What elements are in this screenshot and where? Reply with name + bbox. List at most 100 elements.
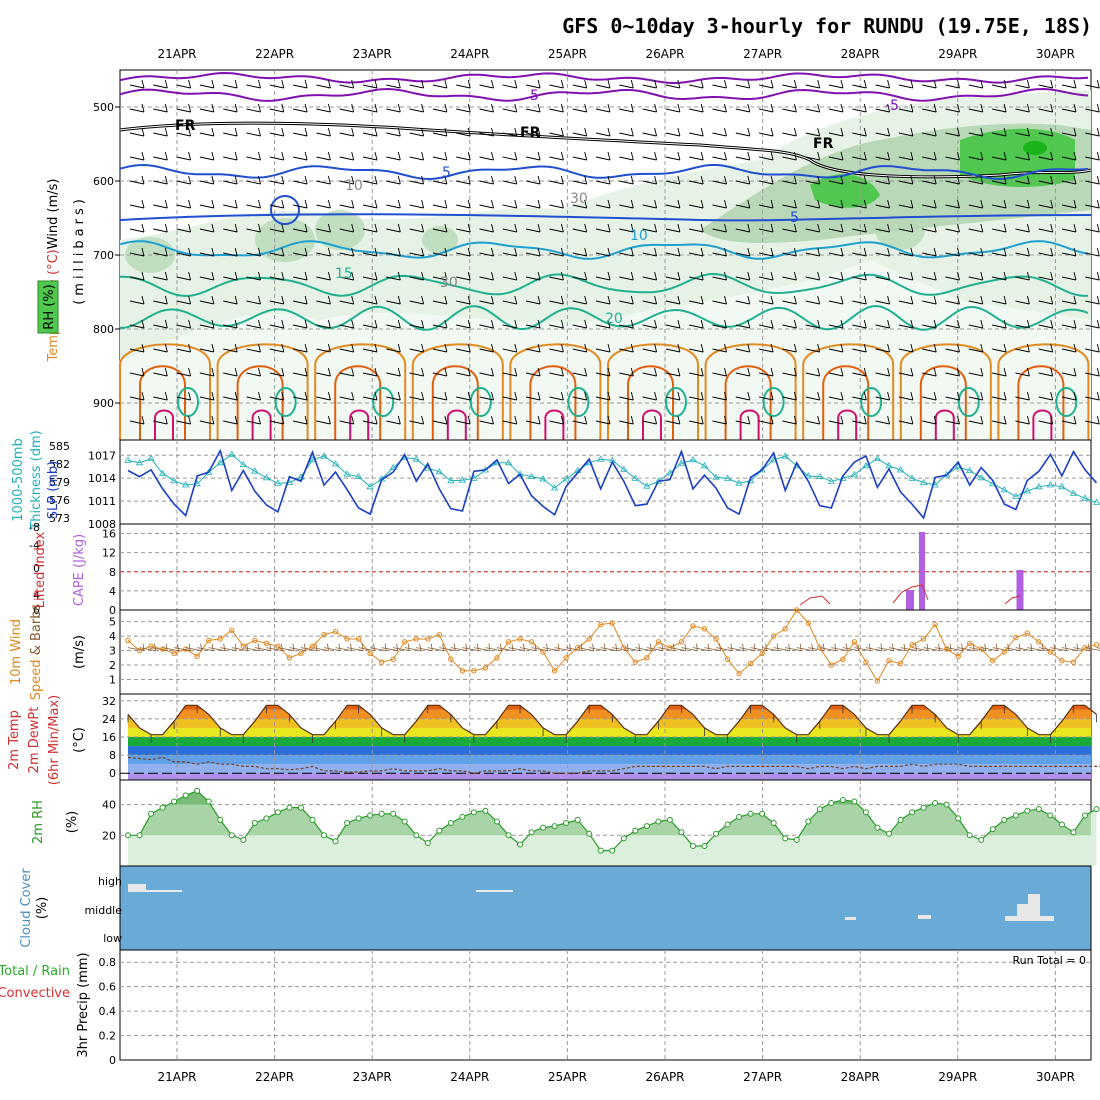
thickness-point <box>804 472 812 479</box>
wind-barb <box>409 271 425 281</box>
wind-speed-point <box>505 639 512 645</box>
wind-speed-point <box>206 637 212 644</box>
wind-barb <box>269 391 285 401</box>
wind-speed-line <box>127 609 1097 682</box>
wind-barb <box>992 319 1007 329</box>
wind-barb <box>1015 199 1030 209</box>
wind-barb <box>665 127 681 137</box>
contour-minus10 <box>119 71 1089 84</box>
wind-barb <box>875 103 891 113</box>
wind-speed-point <box>413 636 419 642</box>
wind-barb <box>199 127 215 137</box>
contour-label: 10 <box>630 228 648 244</box>
li-line <box>799 584 1021 606</box>
wind-barb <box>759 319 774 329</box>
wind-barb <box>269 79 285 89</box>
wind-speed-point <box>286 655 293 661</box>
wind-barb <box>828 319 844 329</box>
wind-barb <box>595 367 611 377</box>
wind-barb <box>386 295 401 305</box>
rh-point <box>897 816 904 823</box>
wind-barb <box>339 247 355 257</box>
thickness-ylabel-2: Thickness (dm) <box>29 430 44 530</box>
bottom-date-label: 29APR <box>938 1070 977 1084</box>
wind-barb <box>595 343 611 353</box>
wind-barb <box>293 415 308 425</box>
wind-barb <box>456 295 471 305</box>
wind-barb <box>409 127 425 137</box>
wind-ylabel-2: Speed & Barbs <box>29 604 44 701</box>
wind-barb <box>199 199 215 209</box>
bottom-date-label: 28APR <box>841 1070 880 1084</box>
wind-barb <box>572 295 588 305</box>
wind-barb <box>129 247 145 257</box>
svg-text:(%): (%) <box>65 811 80 834</box>
wind-barb <box>689 175 704 185</box>
wind-barb <box>153 199 168 209</box>
rh-point <box>148 810 155 817</box>
cloud-bar <box>128 890 182 892</box>
wind-barb <box>549 151 564 161</box>
wind-speed-point <box>632 659 639 665</box>
wind-speed-point <box>367 650 373 657</box>
wind-barb <box>759 175 774 185</box>
wind-barb <box>176 271 192 281</box>
thickness-point <box>1069 489 1078 496</box>
wind-barb <box>1061 415 1077 425</box>
wind-barb <box>828 127 844 137</box>
wind-speed-point <box>621 644 627 651</box>
svg-text:(millibars): (millibars) <box>72 195 87 305</box>
temp-ylabel: 2m Temp <box>7 710 22 770</box>
wind-barb <box>759 367 774 377</box>
wind-barb <box>572 319 588 329</box>
wind-barb <box>246 391 261 401</box>
rh-point <box>966 832 973 839</box>
rh-point <box>493 818 500 825</box>
rh-point <box>632 827 639 834</box>
wind-barb <box>153 295 168 305</box>
cape-tick: 16 <box>102 528 116 541</box>
contour-35 <box>154 409 174 440</box>
wind-barb <box>269 151 285 161</box>
wind-barb <box>945 79 960 89</box>
wind-barb <box>549 295 564 305</box>
rh-point <box>643 823 650 830</box>
wind-barb <box>269 127 285 137</box>
rh-point <box>978 836 985 843</box>
wind-speed-point <box>897 660 904 667</box>
svg-text:SLP (mb): SLP (mb) <box>46 461 61 520</box>
wind-barb <box>502 367 518 377</box>
precip-tick: 0.6 <box>99 981 117 994</box>
wind-barb <box>735 175 751 185</box>
rh-shade-blob <box>875 210 925 250</box>
wind-barb <box>362 295 378 305</box>
top-date-label: 29APR <box>938 47 977 61</box>
contour-label: 30 <box>570 191 588 207</box>
wind-barb <box>1015 151 1030 161</box>
contour-minus5 <box>119 87 1089 102</box>
cloud-bar <box>476 890 513 892</box>
wind-barb <box>293 199 308 209</box>
rh-point <box>528 829 535 836</box>
wind-barb-10m <box>485 643 502 652</box>
contour-35 <box>739 409 760 440</box>
rh-point <box>862 809 869 816</box>
wind-barb <box>805 79 821 89</box>
wind-barb <box>1085 319 1100 329</box>
thickness-tick: 585 <box>49 440 70 453</box>
rh-point <box>505 832 512 839</box>
wind-barb <box>1015 415 1030 425</box>
thickness-point <box>458 476 467 483</box>
wind-barb-10m <box>127 643 145 652</box>
rh2m-panel: 40 20 2m RH (%) <box>31 779 1100 867</box>
wind-barb <box>479 271 494 281</box>
pressure-tick-label: 800 <box>93 323 114 336</box>
wind-ylabel-units: (m/s) <box>72 635 87 669</box>
wind-barb <box>665 151 681 161</box>
wind-barb <box>945 199 960 209</box>
wind-barb <box>968 151 984 161</box>
wind-speed-point <box>471 668 477 674</box>
wind-barb-10m <box>566 643 583 652</box>
wind-barb <box>968 271 984 281</box>
wind-barb <box>782 391 797 401</box>
